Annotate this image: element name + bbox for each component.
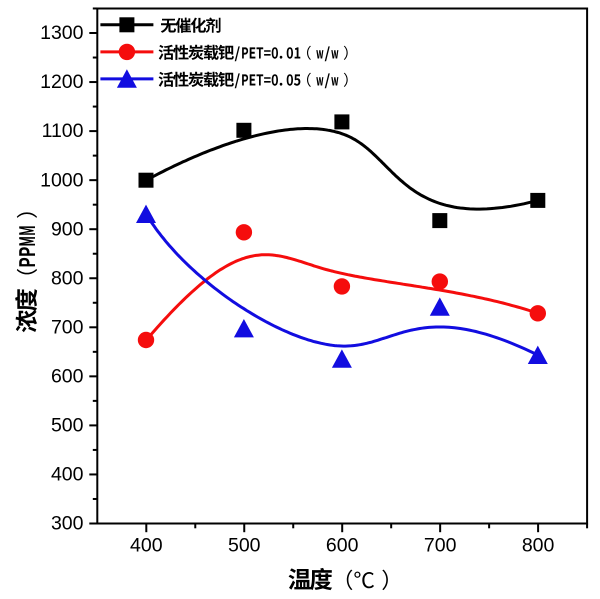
svg-text:600: 600 bbox=[326, 535, 359, 557]
svg-text:600: 600 bbox=[51, 365, 84, 387]
svg-text:700: 700 bbox=[51, 316, 84, 338]
svg-text:800: 800 bbox=[51, 267, 84, 289]
svg-text:900: 900 bbox=[51, 218, 84, 240]
svg-text:1000: 1000 bbox=[40, 169, 84, 191]
svg-text:500: 500 bbox=[51, 415, 84, 437]
svg-text:400: 400 bbox=[51, 464, 84, 486]
svg-text:500: 500 bbox=[228, 535, 261, 557]
svg-text:1300: 1300 bbox=[40, 22, 84, 44]
svg-text:1200: 1200 bbox=[40, 71, 84, 93]
svg-text:1100: 1100 bbox=[42, 120, 84, 142]
svg-text:700: 700 bbox=[424, 535, 457, 557]
svg-text:400: 400 bbox=[130, 535, 163, 557]
svg-text:300: 300 bbox=[51, 513, 84, 535]
svg-text:800: 800 bbox=[522, 535, 555, 557]
